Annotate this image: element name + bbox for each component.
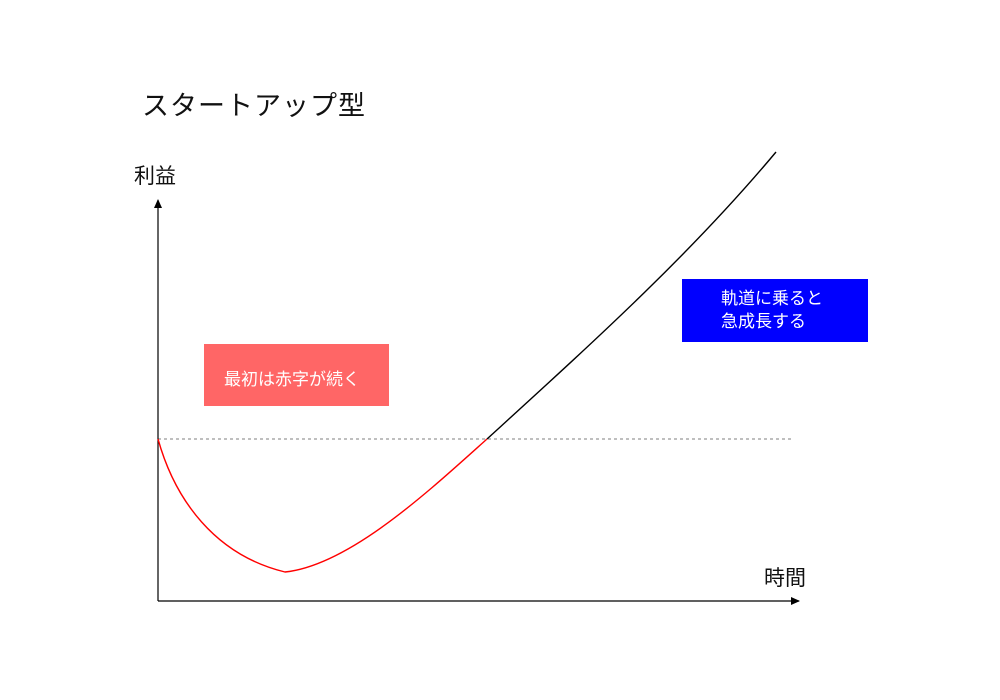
callout-blue: 軌道に乗ると 急成長する <box>682 279 868 342</box>
callout-blue-line1: 軌道に乗ると <box>721 289 823 309</box>
callout-red-box <box>204 344 389 406</box>
x-axis-label: 時間 <box>764 566 806 590</box>
y-axis-label: 利益 <box>134 164 176 188</box>
diagram-title: スタートアップ型 <box>142 91 366 122</box>
loss-curve <box>157 438 488 573</box>
callout-blue-box <box>682 279 868 342</box>
callout-blue-line2: 急成長する <box>721 312 806 332</box>
callout-red: 最初は赤字が続く <box>204 344 389 406</box>
callout-red-text: 最初は赤字が続く <box>224 370 360 390</box>
growth-curve <box>486 151 777 440</box>
